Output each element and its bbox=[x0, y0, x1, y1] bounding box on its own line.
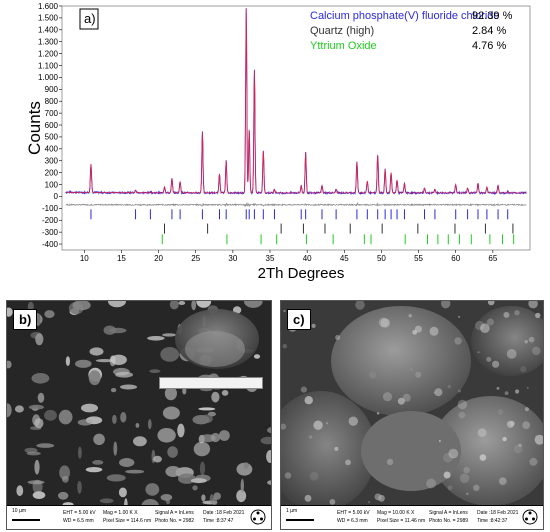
sem-databar: 10 µm EHT = 5.00 kV WD = 6.5 mm Mag = 1.… bbox=[7, 505, 271, 529]
scale-bar: 1 µm bbox=[284, 508, 318, 526]
info-col: Mag = 1.00 K X Pixel Size = 114.6 nm bbox=[103, 509, 151, 525]
x-tick-label: 55 bbox=[414, 254, 423, 263]
y-tick-label: -200 bbox=[42, 216, 59, 225]
info-col: EHT = 5.00 kV WD = 6.5 mm bbox=[63, 509, 96, 525]
info-col: Signal A = InLens Photo No. = 2982 bbox=[155, 509, 194, 525]
y-tick-label: 1.500 bbox=[38, 14, 59, 23]
calculated-pattern-line bbox=[65, 8, 527, 194]
scale-line bbox=[286, 519, 314, 521]
y-tick-label: -400 bbox=[42, 240, 59, 249]
info-eht: EHT = 5.00 kV bbox=[63, 510, 96, 516]
x-tick-label: 40 bbox=[303, 254, 312, 263]
info-date: Date :18 Feb 2021 bbox=[203, 510, 245, 516]
panel-a-tag: a) bbox=[84, 11, 96, 26]
sem-image-panel-c: c) 1 µm EHT = 5.00 kV WD = 6.3 mm Mag = … bbox=[280, 300, 544, 530]
legend-entry-name: Calcium phosphate(V) fluoride chloride bbox=[310, 10, 500, 22]
observed-pattern-line bbox=[65, 8, 527, 196]
info-col: Mag = 10.00 K X Pixel Size = 11.46 nm bbox=[377, 509, 425, 525]
info-date: Date :18 Feb 2021 bbox=[477, 510, 519, 516]
plot-frame-border bbox=[61, 5, 531, 251]
x-tick-label: 35 bbox=[266, 254, 275, 263]
y-tick-label: 900 bbox=[45, 85, 59, 94]
info-pixel-size: Pixel Size = 11.46 nm bbox=[377, 518, 426, 524]
info-col: Date :18 Feb 2021 Time :8:42:37 bbox=[477, 509, 518, 525]
legend-entry-name: Quartz (high) bbox=[310, 25, 374, 37]
data-layer bbox=[65, 8, 527, 208]
panel-c-tag: c) bbox=[287, 309, 311, 330]
info-wd: WD = 6.3 mm bbox=[337, 518, 368, 524]
info-signal: Signal A = InLens bbox=[429, 510, 468, 516]
axis-ticks: -400 -300 -200 -100 0 100 200 300 400 500 600 700 80… bbox=[38, 2, 498, 263]
info-signal: Signal A = InLens bbox=[155, 510, 194, 516]
info-photo-no: Photo No. = 2989 bbox=[429, 518, 469, 524]
x-tick-label: 50 bbox=[377, 254, 386, 263]
y-tick-label: 700 bbox=[45, 109, 59, 118]
y-tick-label: 1.600 bbox=[38, 2, 59, 11]
y-tick-label: 1.300 bbox=[38, 38, 59, 47]
info-eht: EHT = 5.00 kV bbox=[337, 510, 370, 516]
y-tick-label: 1.400 bbox=[38, 26, 59, 35]
sem-databar: 1 µm EHT = 5.00 kV WD = 6.3 mm Mag = 10.… bbox=[281, 505, 543, 529]
zeiss-logo-icon bbox=[250, 509, 266, 525]
info-col: EHT = 5.00 kV WD = 6.3 mm bbox=[337, 509, 370, 525]
x-tick-label: 45 bbox=[340, 254, 349, 263]
xrd-chart-panel: -400 -300 -200 -100 0 100 200 300 400 500 600 700 80… bbox=[25, 2, 531, 282]
x-tick-label: 25 bbox=[191, 254, 200, 263]
y-tick-label: 500 bbox=[45, 133, 59, 142]
info-wd: WD = 6.5 mm bbox=[63, 518, 94, 524]
scale-label: 1 µm bbox=[286, 508, 298, 514]
info-col: Date :18 Feb 2021 Time :8:37:47 bbox=[203, 509, 244, 525]
info-mag: Mag = 1.00 K X bbox=[103, 510, 138, 516]
info-col: Signal A = InLens Photo No. = 2989 bbox=[429, 509, 468, 525]
legend-entry-value: 4.76 % bbox=[472, 40, 506, 52]
y-tick-label: -300 bbox=[42, 228, 59, 237]
y-tick-label: 1.100 bbox=[38, 61, 59, 70]
y-tick-label: 800 bbox=[45, 97, 59, 106]
scale-label: 10 µm bbox=[12, 508, 26, 514]
info-pixel-size: Pixel Size = 114.6 nm bbox=[103, 518, 152, 524]
x-tick-label: 60 bbox=[451, 254, 460, 263]
scale-bar: 10 µm bbox=[10, 508, 44, 526]
panel-b-tag: b) bbox=[13, 309, 38, 330]
legend-entry-name: Yttrium Oxide bbox=[310, 40, 377, 52]
x-tick-label: 30 bbox=[228, 254, 237, 263]
plot-frame bbox=[61, 5, 531, 251]
info-time: Time :8:42:37 bbox=[477, 518, 508, 524]
sem-image-panel-b: b) 10 µm EHT = 5.00 kV WD = 6.5 mm Mag =… bbox=[6, 300, 272, 530]
y-tick-label: 100 bbox=[45, 180, 59, 189]
panel-a-tag-box bbox=[79, 8, 99, 30]
y-tick-label: 0 bbox=[54, 192, 59, 201]
difference-curve-line bbox=[65, 201, 527, 208]
info-photo-no: Photo No. = 2982 bbox=[155, 518, 195, 524]
y-tick-label: 400 bbox=[45, 145, 59, 154]
reflection-markers bbox=[90, 209, 515, 245]
legend-entry-value: 2.84 % bbox=[472, 25, 506, 37]
y-tick-label: 200 bbox=[45, 168, 59, 177]
y-tick-label: 1.200 bbox=[38, 49, 59, 58]
xrd-chart: -400 -300 -200 -100 0 100 200 300 400 500 600 700 80… bbox=[25, 2, 531, 282]
zeiss-logo-icon bbox=[522, 509, 538, 525]
x-tick-label: 20 bbox=[154, 254, 163, 263]
x-axis-label: 2Th Degrees bbox=[258, 265, 345, 282]
y-tick-label: -100 bbox=[42, 204, 59, 213]
x-tick-label: 15 bbox=[117, 254, 126, 263]
info-time: Time :8:37:47 bbox=[203, 518, 234, 524]
y-tick-label: 300 bbox=[45, 157, 59, 166]
y-tick-label: 1.000 bbox=[38, 73, 59, 82]
y-tick-label: 600 bbox=[45, 121, 59, 130]
info-mag: Mag = 10.00 K X bbox=[377, 510, 415, 516]
sem-micrograph-b bbox=[7, 301, 271, 507]
sem-micrograph-c bbox=[281, 301, 543, 507]
y-axis-label: Counts bbox=[25, 101, 44, 155]
x-tick-label: 10 bbox=[80, 254, 89, 263]
inset-databar bbox=[159, 377, 263, 389]
legend-entry-value: 92.39 % bbox=[472, 10, 513, 22]
scale-line bbox=[12, 519, 40, 521]
x-tick-label: 65 bbox=[488, 254, 497, 263]
